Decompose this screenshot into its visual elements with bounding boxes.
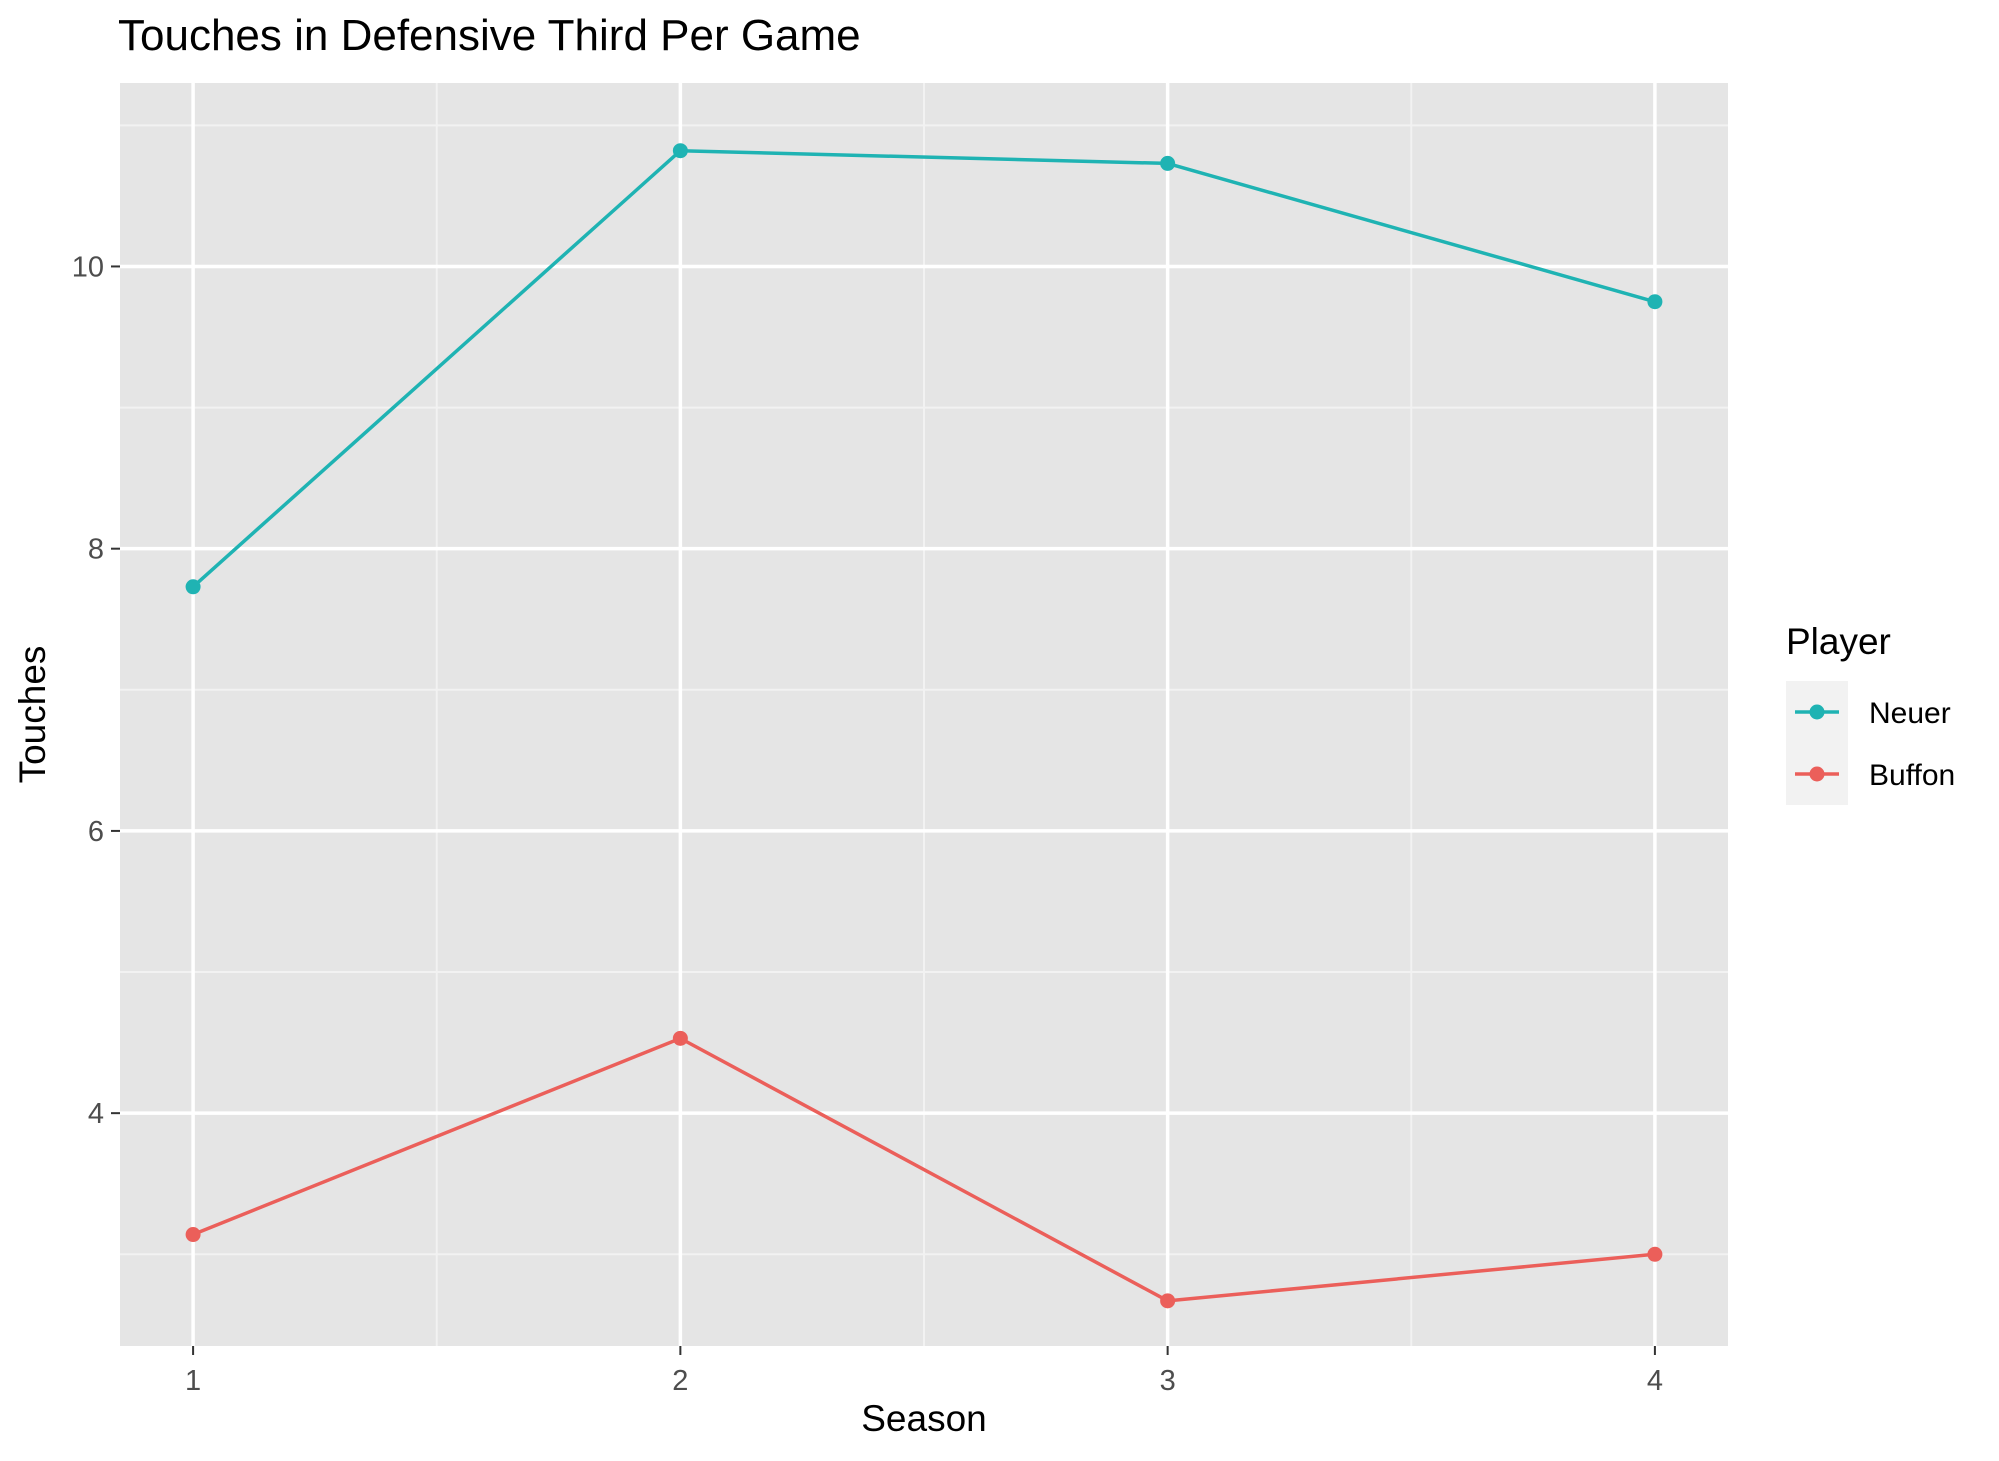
legend-items: Neuer Buffon (1795, 697, 1955, 792)
data-point-neuer (672, 143, 688, 159)
legend-item-neuer: Neuer (1795, 697, 1951, 730)
legend-label-buffon: Buffon (1869, 759, 1955, 792)
legend-key-background (1786, 681, 1848, 805)
data-point-neuer (1160, 155, 1176, 171)
y-axis: 4 6 8 10 (72, 251, 120, 1130)
minor-gridlines (120, 83, 1728, 1346)
x-tick-label: 1 (185, 1365, 201, 1397)
y-tick-label: 6 (88, 816, 104, 848)
legend-item-buffon: Buffon (1795, 759, 1955, 792)
legend-key-point (1809, 704, 1825, 720)
major-gridlines (120, 83, 1728, 1346)
legend-label-neuer: Neuer (1869, 697, 1951, 730)
series-line-buffon (192, 1036, 1656, 1303)
y-tick-label: 4 (88, 1098, 104, 1130)
data-point-buffon (672, 1030, 688, 1046)
x-axis-title: Season (861, 1398, 987, 1439)
data-point-buffon (1647, 1246, 1663, 1262)
legend-title: Player (1786, 621, 1891, 662)
x-tick-label: 3 (1160, 1365, 1176, 1397)
x-axis: 1 2 3 4 (185, 1346, 1663, 1397)
chart-title: Touches in Defensive Third Per Game (118, 11, 861, 60)
legend-key-point (1809, 766, 1825, 782)
data-point-neuer (1647, 294, 1663, 310)
y-axis-title: Touches (12, 646, 53, 784)
y-tick-label: 8 (88, 534, 104, 566)
series-line-neuer (191, 148, 1656, 589)
data-point-buffon (185, 1227, 201, 1243)
y-tick-label: 10 (72, 251, 104, 283)
x-tick-label: 4 (1647, 1365, 1663, 1397)
legend: Player Neuer Buffon (1786, 621, 1955, 805)
data-point-buffon (1160, 1293, 1176, 1309)
data-point-neuer (185, 579, 201, 595)
x-tick-label: 2 (672, 1365, 688, 1397)
series-layer (185, 143, 1663, 1309)
